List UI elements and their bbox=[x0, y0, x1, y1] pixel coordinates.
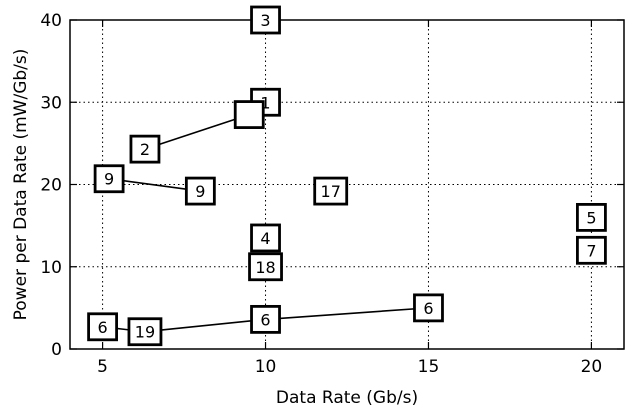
x-axis-title: Data Rate (Gb/s) bbox=[276, 388, 418, 408]
y-tick-label: 0 bbox=[51, 340, 62, 360]
data-point-marker bbox=[184, 176, 216, 206]
x-tick-label: 10 bbox=[255, 357, 277, 377]
data-point: 3 bbox=[250, 5, 281, 35]
data-point-marker bbox=[93, 164, 125, 194]
data-point: 6 bbox=[413, 293, 444, 323]
data-point-label: 6 bbox=[97, 318, 107, 337]
data-point-label: 2 bbox=[140, 140, 150, 159]
data-point: 4 bbox=[250, 223, 281, 253]
data-point: 9 bbox=[93, 164, 125, 194]
y-tick-label: 40 bbox=[40, 11, 62, 31]
x-tick-label: 5 bbox=[97, 357, 108, 377]
data-point-label: 17 bbox=[321, 182, 341, 201]
data-point: 9 bbox=[184, 176, 216, 206]
data-points: 3 1 2 9 9 17 5 4 7 18 6 19 6 6 bbox=[87, 5, 607, 347]
data-point-label: 9 bbox=[195, 182, 205, 201]
data-point-marker bbox=[250, 5, 281, 35]
series-line bbox=[102, 307, 429, 333]
data-point-label: 5 bbox=[586, 208, 596, 227]
data-point-marker bbox=[250, 223, 281, 253]
data-point-marker bbox=[129, 134, 161, 164]
data-point-marker bbox=[87, 312, 118, 342]
data-point-label: 6 bbox=[260, 310, 270, 329]
data-point: 19 bbox=[127, 317, 163, 347]
y-tick-label: 30 bbox=[40, 93, 62, 113]
data-point-label: 4 bbox=[260, 229, 270, 248]
series-line bbox=[144, 113, 250, 150]
data-point-label: 7 bbox=[586, 241, 596, 260]
y-tick-label: 20 bbox=[40, 176, 62, 196]
y-axis-title: Power per Data Rate (mW/Gb/s) bbox=[11, 49, 31, 321]
data-point: 7 bbox=[576, 235, 607, 265]
data-point-marker bbox=[248, 252, 283, 282]
data-point-label: 3 bbox=[260, 11, 270, 30]
data-point-label: 1 bbox=[260, 93, 270, 112]
data-point: 17 bbox=[313, 176, 349, 206]
data-point: 6 bbox=[250, 304, 281, 334]
data-point-marker bbox=[413, 293, 444, 323]
data-point-marker bbox=[576, 235, 607, 265]
data-point: 6 bbox=[87, 312, 118, 342]
data-point-label: 18 bbox=[255, 258, 275, 277]
data-point-marker bbox=[233, 100, 265, 129]
data-point-label: 19 bbox=[135, 323, 155, 342]
x-tick-label: 15 bbox=[418, 357, 440, 377]
y-tick-label: 10 bbox=[40, 258, 62, 278]
data-point-marker bbox=[313, 176, 349, 206]
data-point: 5 bbox=[576, 202, 607, 232]
data-point-marker bbox=[576, 202, 607, 232]
data-point: 18 bbox=[248, 252, 283, 282]
data-point-label: 9 bbox=[104, 170, 114, 189]
x-tick-label: 20 bbox=[581, 357, 603, 377]
data-point-label: 6 bbox=[423, 299, 433, 318]
grid bbox=[70, 20, 624, 349]
data-point bbox=[233, 100, 265, 129]
data-point-marker bbox=[127, 317, 163, 347]
data-point-marker bbox=[250, 304, 281, 334]
data-point: 2 bbox=[129, 134, 161, 164]
